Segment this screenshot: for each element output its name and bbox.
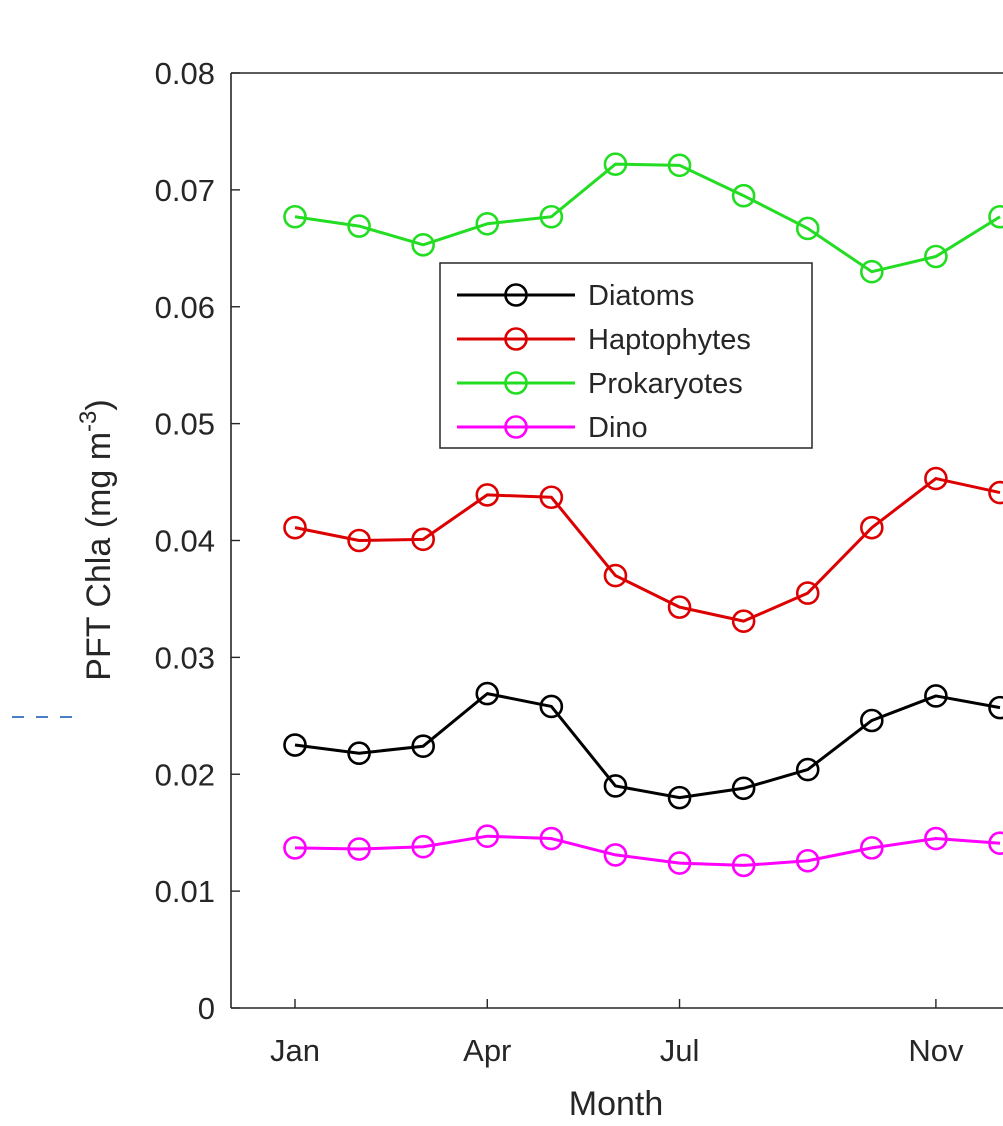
data-point-dino (924, 826, 948, 851)
data-point-haptophytes (731, 609, 756, 633)
legend-marker-haptophytes (504, 327, 528, 351)
plot-area (283, 152, 1003, 878)
y-tick-label: 0.03 (155, 640, 215, 675)
series-line-diatoms (294, 692, 1001, 800)
data-point-diatoms (347, 741, 371, 766)
data-point-haptophytes (475, 483, 500, 507)
data-point-dino (667, 851, 692, 875)
series-prokaryotes (283, 152, 1003, 284)
data-point-haptophytes (860, 515, 884, 540)
series-line-dino (294, 834, 1001, 867)
data-point-dino (731, 853, 756, 878)
data-point-diatoms (924, 684, 948, 708)
data-point-prokaryotes (475, 211, 500, 236)
legend-label-haptophytes: Haptophytes (588, 324, 751, 356)
x-tick-label: Nov (908, 1033, 964, 1068)
series-haptophytes (283, 466, 1003, 633)
y-tick-label: 0.07 (155, 173, 215, 208)
data-point-dino (411, 834, 435, 859)
data-point-dino (283, 836, 307, 860)
data-point-prokaryotes (795, 216, 820, 241)
legend-label-dino: Dino (588, 412, 648, 444)
x-axis-title: Month (569, 1085, 664, 1123)
series-diatoms (283, 681, 1003, 810)
y-axis-title-superscript: -3 (75, 411, 102, 432)
y-tick-label: 0.08 (155, 56, 215, 91)
data-point-haptophytes (795, 581, 820, 605)
y-tick-label: 0.02 (155, 757, 215, 792)
legend-label-diatoms: Diatoms (588, 280, 694, 312)
x-tick-label: Apr (463, 1033, 511, 1068)
data-point-diatoms (475, 681, 500, 706)
series-line-prokaryotes (294, 162, 1001, 274)
data-point-dino (795, 848, 820, 873)
data-point-prokaryotes (603, 152, 628, 176)
axes: 0 0.01 0.02 0.03 0.04 0.05 0.06 0.07 0.08 Jan Apr J… (75, 56, 1003, 1123)
legend-label-prokaryotes: Prokaryotes (588, 368, 743, 400)
data-point-diatoms (283, 733, 307, 757)
data-point-haptophytes (924, 466, 948, 491)
data-point-dino (988, 831, 1003, 856)
data-point-diatoms (667, 785, 692, 810)
data-point-prokaryotes (283, 204, 307, 229)
data-point-dino (860, 836, 884, 860)
series-dino (283, 824, 1003, 878)
y-axis-title-main: PFT Chla (mg m (80, 432, 118, 681)
data-point-prokaryotes (988, 204, 1003, 229)
legend: Diatoms Haptophytes Prokaryotes Dino (439, 262, 813, 449)
data-point-prokaryotes (347, 214, 371, 238)
data-point-diatoms (795, 757, 820, 782)
data-point-haptophytes (283, 515, 307, 540)
data-point-diatoms (860, 708, 884, 733)
data-point-haptophytes (347, 528, 371, 553)
data-point-diatoms (539, 694, 564, 719)
data-point-dino (539, 826, 564, 851)
legend-marker-prokaryotes (504, 371, 528, 395)
data-point-prokaryotes (860, 259, 884, 284)
data-point-haptophytes (603, 563, 628, 588)
data-point-prokaryotes (924, 244, 948, 269)
data-point-haptophytes (988, 480, 1003, 505)
y-tick-label: 0.05 (155, 407, 215, 442)
y-tick-label: 0.04 (155, 524, 215, 559)
data-point-dino (603, 843, 628, 867)
data-point-haptophytes (539, 485, 564, 510)
data-point-prokaryotes (667, 153, 692, 178)
x-tick-label: Jul (660, 1033, 700, 1068)
data-point-diatoms (603, 774, 628, 798)
legend-marker-dino (504, 415, 528, 439)
data-point-prokaryotes (731, 183, 756, 208)
data-point-prokaryotes (539, 204, 564, 229)
data-point-haptophytes (411, 527, 435, 552)
legend-marker-diatoms (504, 283, 528, 307)
data-point-diatoms (411, 734, 435, 759)
data-point-diatoms (988, 695, 1003, 720)
y-tick-label: 0.01 (155, 874, 215, 909)
y-axis-title-close: ) (80, 399, 118, 410)
y-axis-title: PFT Chla (mg m-3) (75, 399, 118, 680)
data-point-dino (347, 837, 371, 861)
y-tick-label: 0 (198, 991, 215, 1026)
data-point-prokaryotes (411, 233, 435, 257)
y-tick-label: 0.06 (155, 290, 215, 325)
x-tick-label: Jan (270, 1033, 320, 1068)
data-point-diatoms (731, 776, 756, 801)
data-point-haptophytes (667, 595, 692, 619)
data-point-dino (475, 824, 500, 848)
series-line-haptophytes (294, 477, 1001, 623)
